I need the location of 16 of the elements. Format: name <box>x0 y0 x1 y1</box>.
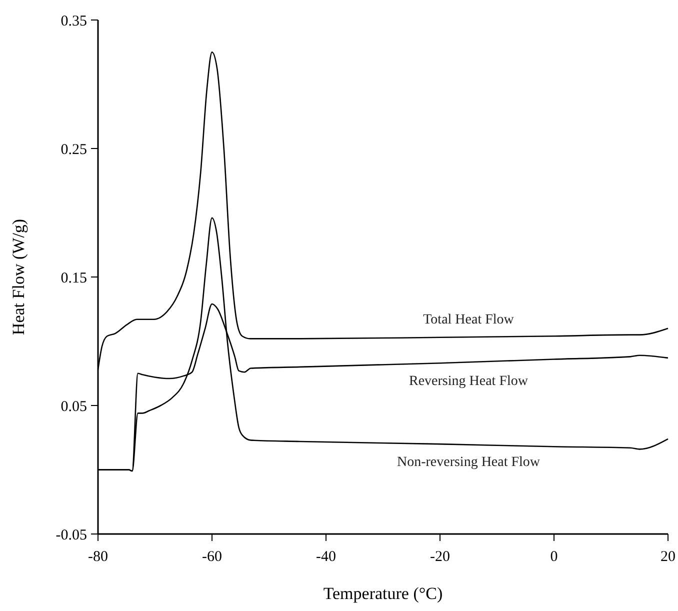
x-axis-title: Temperature (°C) <box>323 584 443 603</box>
x-tick-label: -60 <box>202 549 222 565</box>
x-tick-label: -20 <box>430 549 450 565</box>
y-tick-label: 0.35 <box>60 13 87 30</box>
x-tick-label: -40 <box>316 549 336 565</box>
y-tick-label: 0.15 <box>60 270 87 286</box>
x-tick-label: 20 <box>660 549 676 565</box>
y-tick-label: 0.05 <box>60 398 87 415</box>
series-label: Non-reversing Heat Flow <box>396 455 541 470</box>
x-tick-label: -80 <box>88 549 108 565</box>
y-axis-title: Heat Flow (W/g) <box>9 218 28 336</box>
x-tick-label: 0 <box>550 549 558 565</box>
y-tick-label: -0.05 <box>56 527 87 544</box>
y-tick-label: 0.25 <box>60 142 87 158</box>
series-label: Reversing Heat Flow <box>409 374 529 390</box>
series-label: Total Heat Flow <box>423 312 515 328</box>
